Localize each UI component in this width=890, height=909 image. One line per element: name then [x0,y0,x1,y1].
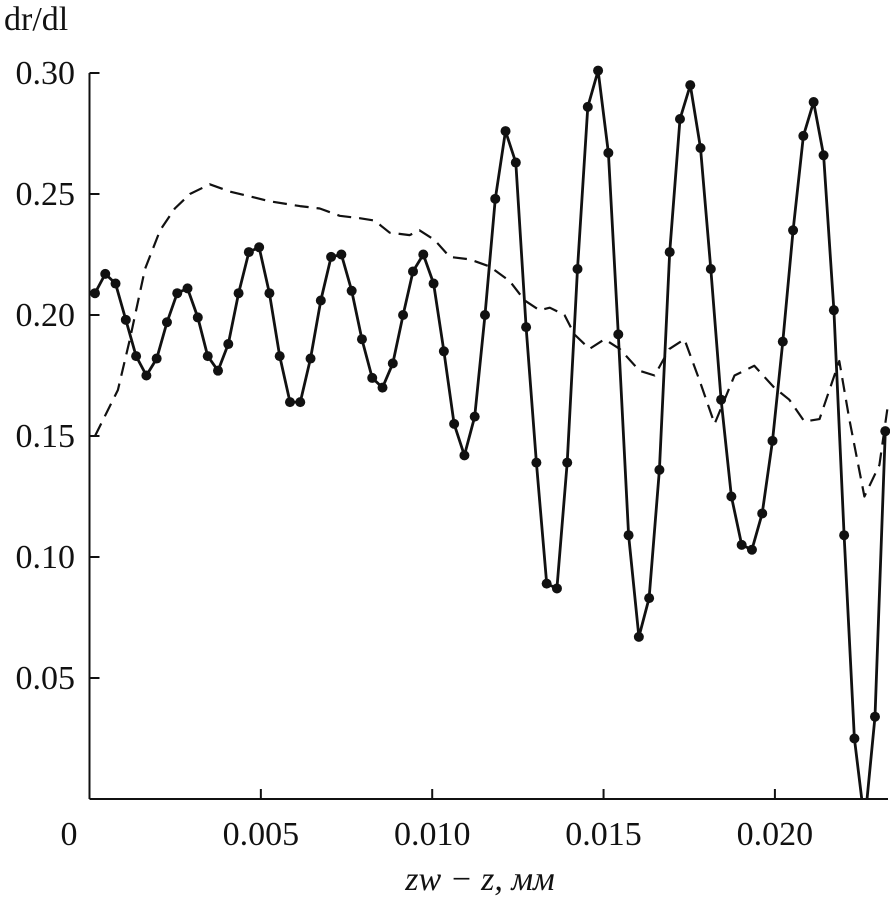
data-point [808,97,819,108]
data-point [746,544,757,555]
data-point [767,435,778,446]
data-point [664,247,675,258]
data-point [438,346,449,357]
data-point [531,457,542,468]
data-point [120,314,131,325]
data-point [541,578,552,589]
data-point [387,358,398,369]
data-point [654,464,665,475]
y-tick-label: 0.15 [16,418,76,455]
data-point [551,583,562,594]
data-point [705,264,716,275]
data-point [284,397,295,408]
data-point [305,353,316,364]
data-point [356,334,367,345]
data-point [726,491,737,502]
data-point [674,113,685,124]
data-point [418,249,429,260]
data-point [110,278,121,289]
y-tick-label: 0.20 [16,297,76,334]
data-point [736,539,747,550]
data-line [93,69,887,799]
data-point [398,310,409,320]
data-point [161,317,172,328]
y-tick-label: 0.30 [16,55,76,92]
x-tick-label: 0.020 [737,816,814,853]
data-point [295,397,306,408]
data-point [849,733,860,744]
x-tick-label: 0.015 [565,816,642,853]
data-point [89,288,100,299]
data-point [757,508,768,519]
x-tick-label: 0 [61,816,78,853]
y-tick-label: 0.25 [16,176,76,213]
data-point [572,264,583,275]
data-point [818,150,829,161]
data-point [202,351,213,362]
data-point [346,285,357,296]
y-tick-label: 0.05 [16,660,76,697]
data-point [593,65,604,76]
data-point [788,225,799,236]
data-point [254,242,265,253]
data-point [644,593,655,604]
data-point [695,143,706,154]
data-point [562,457,573,468]
data-point [623,530,634,541]
data-point [777,336,788,347]
data-point [100,268,111,279]
data-point [613,329,624,340]
x-tick-label: 0.005 [223,816,300,853]
data-point [315,295,326,306]
data-point [582,101,593,112]
data-point [839,530,850,541]
data-point [141,370,152,381]
data-point [243,247,254,258]
y-tick-label: 0.10 [16,539,76,576]
data-point [336,249,347,260]
data-point [685,80,696,91]
data-point [869,711,880,722]
data-point [131,351,142,362]
data-point [860,818,870,828]
data-point [326,251,337,262]
y-axis-label: dr/dl [4,1,68,38]
data-point [521,322,532,333]
data-point [716,394,727,405]
data-point [828,305,839,316]
data-point [264,288,275,299]
data-point [798,130,809,141]
data-point [479,310,490,320]
data-point [223,339,234,350]
data-point [408,266,419,277]
data-point [500,126,511,137]
x-axis-label: zw − z, мм [404,861,554,898]
data-point [633,631,644,642]
data-point [490,193,501,204]
data-point [192,312,203,323]
data-point [233,288,244,299]
data-point [459,450,470,461]
data-point [510,157,521,168]
data-point [603,147,614,158]
data-point [274,351,285,362]
data-point [377,382,388,393]
x-tick-label: 0.010 [394,816,471,853]
data-point [213,365,224,376]
data-point [182,283,193,294]
data-point [151,353,162,364]
data-point [428,278,439,289]
plot-area [89,65,890,828]
data-point [469,411,480,422]
data-point [172,288,183,299]
data-point [367,372,378,383]
data-point [449,418,460,429]
